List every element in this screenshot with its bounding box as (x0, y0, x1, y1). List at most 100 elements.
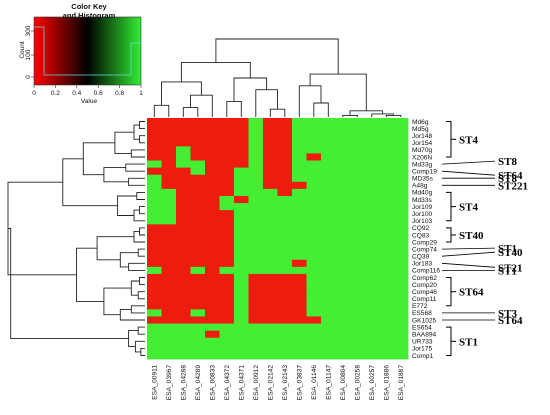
heatmap-cell (364, 195, 380, 204)
heatmap-cell (306, 146, 322, 154)
st-label: ST221 (498, 180, 528, 192)
heatmap-cell (306, 245, 322, 254)
heatmap-cell (379, 295, 394, 303)
heatmap-cell (234, 125, 249, 133)
heatmap-cell (292, 118, 307, 126)
heatmap-cell (263, 309, 278, 317)
heatmap-cell (176, 153, 191, 161)
heatmap-cell (321, 309, 336, 317)
heatmap-cell (190, 288, 206, 296)
heatmap-cell (263, 125, 278, 133)
heatmap-cell (393, 118, 409, 126)
heatmap-cell (277, 217, 293, 225)
heatmap-cell (190, 302, 206, 310)
heatmap-cell (393, 323, 409, 332)
heatmap-cell (147, 330, 162, 339)
heatmap-cell (335, 139, 351, 147)
heatmap-cell (248, 252, 264, 261)
row-dendrogram-branch (130, 149, 145, 158)
heatmap-cell (379, 217, 394, 225)
heatmap-cell (234, 160, 249, 169)
heatmap-cell (219, 118, 235, 126)
heatmap-cell (306, 351, 322, 360)
column-label: ESA_00912 (253, 365, 260, 401)
row-dendrogram-branch (96, 236, 134, 261)
heatmap-cell (393, 188, 409, 197)
heatmap-cell (335, 188, 351, 197)
heatmap-cell (219, 259, 235, 268)
heatmap-cell (364, 231, 380, 239)
row-label: Md33s (412, 197, 432, 204)
column-dendrogram-branch (190, 94, 213, 117)
heatmap-cell (176, 231, 191, 239)
heatmap-cell (277, 259, 293, 268)
heatmap-cell (147, 281, 162, 289)
heatmap-cell (277, 330, 293, 339)
heatmap-cell (306, 195, 322, 204)
heatmap-cell (335, 344, 351, 353)
heatmap-cell (248, 330, 264, 339)
heatmap-cell (306, 344, 322, 353)
st-label: ST40 (459, 230, 484, 242)
column-dendrogram-branch (180, 61, 251, 82)
heatmap-cell (205, 295, 220, 303)
heatmap-cell (176, 259, 191, 268)
heatmap-cell (205, 309, 220, 317)
heatmap-cell (190, 174, 206, 183)
heatmap-cell (277, 146, 293, 154)
heatmap-cell (263, 295, 278, 303)
color-key-xlabel: Value (81, 98, 98, 105)
heatmap-cell (350, 259, 365, 268)
heatmap-cell (263, 323, 278, 332)
heatmap-cell (277, 288, 293, 296)
heatmap-cell (335, 281, 351, 289)
heatmap-cell (350, 195, 365, 204)
column-dendrogram-branch (313, 102, 329, 117)
heatmap-cell (219, 295, 235, 303)
row-label: Comp29 (412, 239, 437, 246)
heatmap-cell (248, 139, 264, 147)
heatmap-cell (364, 316, 380, 324)
heatmap-cell (234, 181, 249, 190)
heatmap-cell (335, 337, 351, 346)
heatmap-cell (321, 118, 336, 126)
heatmap-cell (350, 309, 365, 317)
color-key-gradient (33, 16, 142, 86)
heatmap-cell (393, 273, 409, 282)
heatmap-cell (190, 330, 206, 339)
row-dendrogram-branch (125, 163, 145, 172)
row-label: Md40g (412, 190, 432, 197)
heatmap-cell (205, 259, 220, 268)
heatmap-cell (292, 153, 307, 161)
heatmap-cell (176, 252, 191, 261)
heatmap-cell (161, 132, 177, 140)
heatmap-cell (147, 203, 162, 211)
heatmap-cell (292, 195, 307, 204)
heatmap-cell (306, 316, 322, 324)
heatmap-cell (321, 337, 336, 346)
column-label: ESA_01146 (311, 365, 318, 400)
heatmap-cell (161, 309, 177, 317)
heatmap-cell (379, 309, 394, 317)
heatmap-cell (321, 160, 336, 169)
heatmap-cell (161, 118, 177, 126)
heatmap-cell (219, 288, 235, 296)
heatmap-cell (248, 188, 264, 197)
color-key-x-tick-label: 0.2 (51, 90, 60, 97)
heatmap-cell (219, 245, 235, 254)
heatmap-cell (292, 344, 307, 353)
heatmap-cell (335, 181, 351, 190)
st-label: ST4 (459, 202, 478, 214)
heatmap-cell (176, 351, 191, 360)
heatmap-cell (350, 188, 365, 197)
heatmap-cell (248, 181, 264, 190)
heatmap-cell (350, 344, 365, 353)
heatmap-cell (234, 245, 249, 254)
st-leader (441, 170, 496, 176)
heatmap-cell (292, 188, 307, 197)
heatmap-cell (364, 238, 380, 246)
heatmap-cell (219, 266, 235, 275)
heatmap-cell (379, 167, 394, 176)
row-label: BAA894 (412, 331, 437, 338)
